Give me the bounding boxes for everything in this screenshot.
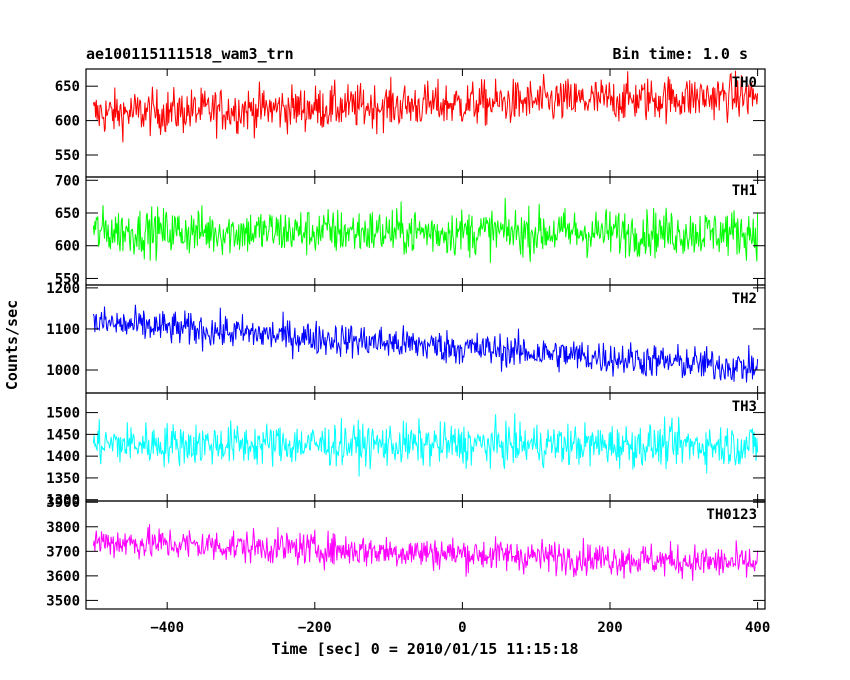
bin-time-label: Bin time: 1.0 s — [613, 45, 748, 63]
x-axis: −400 −200 0 200 400 — [150, 620, 770, 636]
y-tick-label: 600 — [55, 239, 80, 255]
series-line-th0 — [92, 70, 759, 143]
panel-label: TH3 — [732, 399, 757, 415]
y-tick-label: 550 — [55, 271, 80, 287]
y-tick-label: 700 — [55, 173, 80, 189]
y-tick-label: 650 — [55, 79, 80, 95]
panel-th2: 1000 1100 1200 TH2 — [46, 281, 766, 394]
panel-th3: 1300 1350 1400 1450 1500 TH3 — [46, 392, 766, 509]
panel-label: TH0 — [732, 75, 757, 91]
x-tick-label: 0 — [458, 620, 466, 636]
y-tick-label: 650 — [55, 206, 80, 222]
chart-title: ae100115111518_wam3_trn — [86, 45, 294, 63]
x-tick-label: −400 — [150, 620, 184, 636]
panels-group: 550 600 650 TH0 550 600 650 700 TH1 1000 1100 1200 T… — [46, 68, 766, 610]
panel-frame — [85, 284, 766, 394]
panel-label: TH2 — [732, 291, 757, 307]
panel-label: TH0123 — [706, 507, 757, 523]
y-tick-label: 1350 — [46, 471, 80, 487]
panel-frame — [85, 68, 766, 178]
y-tick-label: 1500 — [46, 406, 80, 422]
panel-th0: 550 600 650 TH0 — [55, 68, 766, 178]
y-tick-label: 1450 — [46, 427, 80, 443]
x-tick-label: −200 — [298, 620, 332, 636]
y-tick-label: 3900 — [46, 495, 80, 511]
series-line-th0123 — [92, 524, 759, 581]
panel-frame — [85, 500, 766, 610]
series-line-th2 — [92, 304, 759, 383]
y-tick-label: 1000 — [46, 363, 80, 379]
y-tick-label: 1200 — [46, 281, 80, 297]
y-tick-label: 3800 — [46, 520, 80, 536]
series-line-th1 — [92, 197, 759, 263]
y-tick-label: 600 — [55, 114, 80, 130]
y-tick-label: 3600 — [46, 569, 80, 585]
y-tick-label: 3700 — [46, 544, 80, 560]
y-axis-label: Counts/sec — [3, 300, 21, 390]
series-line-th3 — [92, 413, 759, 477]
x-tick-label: 400 — [745, 620, 770, 636]
y-tick-label: 550 — [55, 148, 80, 164]
panel-label: TH1 — [732, 183, 757, 199]
x-axis-label: Time [sec] 0 = 2010/01/15 11:15:18 — [271, 640, 578, 658]
x-tick-label: 200 — [597, 620, 622, 636]
y-tick-label: 1100 — [46, 322, 80, 338]
panel-th0123: 3500 3600 3700 3800 3900 TH0123 — [46, 495, 766, 610]
y-tick-label: 3500 — [46, 593, 80, 609]
y-tick-label: 1400 — [46, 449, 80, 465]
panel-th1: 550 600 650 700 TH1 — [55, 173, 766, 287]
y-tick-label: 1300 — [46, 493, 80, 509]
